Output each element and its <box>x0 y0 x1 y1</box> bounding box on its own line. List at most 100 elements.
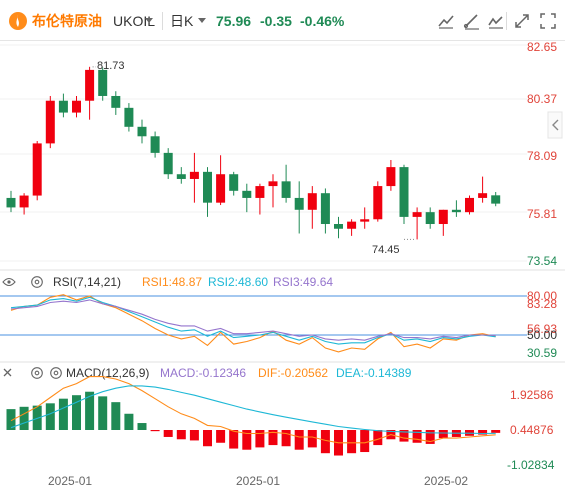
settings-icon[interactable] <box>32 277 43 288</box>
macd-bar <box>491 430 500 433</box>
macd-bar <box>164 430 173 437</box>
rsi-tick: 83.28 <box>527 297 557 311</box>
macd-bar <box>439 430 448 438</box>
macd-bar <box>203 430 212 446</box>
candle <box>400 165 409 224</box>
chart-toolbar: 布伦特原油 UKOIL 日K 75.96 -0.35 -0.46% <box>0 0 565 41</box>
candle <box>20 193 29 214</box>
candle <box>413 207 422 239</box>
candle <box>426 207 435 228</box>
macd-bar <box>177 430 186 439</box>
chart-area[interactable]: 81.73 74.45 82.65 80.37 78.09 75.81 73.5… <box>0 40 565 495</box>
drawing-icon[interactable] <box>462 11 482 31</box>
close-icon[interactable] <box>4 369 11 376</box>
rsi-header: RSI(7,14,21) RSI1:48.87 RSI2:48.60 RSI3:… <box>3 275 333 289</box>
fullscreen-icon[interactable] <box>538 11 558 31</box>
candle <box>216 155 225 205</box>
candle <box>386 160 395 191</box>
candle <box>321 188 330 233</box>
rsi-axis: 80.00 83.28 56.93 50.00 30.59 <box>527 289 557 360</box>
macd-bar <box>151 430 160 431</box>
candle <box>7 191 16 212</box>
candle <box>98 68 107 101</box>
candle <box>347 219 356 236</box>
macd-tick: 1.92586 <box>510 388 554 402</box>
candle <box>33 141 42 200</box>
candle <box>255 184 264 215</box>
price-axis: 82.65 80.37 78.09 75.81 73.54 <box>527 40 557 268</box>
macd-bar <box>282 430 291 446</box>
macd-bar <box>229 430 238 449</box>
candle <box>269 174 278 207</box>
time-tick: 2025-02 <box>424 474 468 488</box>
rsi-tick: 50.00 <box>527 328 557 342</box>
candle <box>360 207 369 228</box>
candle <box>229 172 238 196</box>
rsi-tick: 30.59 <box>527 346 557 360</box>
indicator-icon[interactable] <box>436 11 456 31</box>
candle <box>282 165 291 203</box>
macd-axis: 1.92586 0.44876 -1.02834 <box>507 388 555 472</box>
instrument-name[interactable]: 布伦特原油 <box>32 11 102 31</box>
candle <box>190 153 199 203</box>
timeframe-dropdown-icon[interactable] <box>198 18 206 24</box>
brand-icon <box>8 11 28 31</box>
macd-bar <box>295 430 304 450</box>
time-axis: 2025-01 2025-01 2025-02 <box>48 474 468 488</box>
collapse-panel-button[interactable] <box>548 112 562 138</box>
macd-bar <box>321 430 330 453</box>
macd-bar <box>190 430 199 440</box>
min-price-label: 74.45 <box>372 244 400 256</box>
settings-icon[interactable] <box>32 368 43 379</box>
time-tick: 2025-01 <box>236 474 280 488</box>
compare-icon[interactable] <box>486 11 506 31</box>
macd-bar <box>255 430 264 447</box>
eye-icon[interactable] <box>3 279 15 286</box>
macd-header: MACD(12,26,9) MACD:-0.12346 DIF:-0.20562… <box>4 366 412 380</box>
candle <box>491 192 500 206</box>
macd-bar <box>59 399 68 430</box>
macd-bar <box>347 430 356 453</box>
rsi-series <box>11 295 496 352</box>
candle <box>465 196 474 215</box>
candle <box>111 91 120 115</box>
candle <box>308 186 317 229</box>
candle <box>373 181 382 221</box>
price-tick: 75.81 <box>527 207 557 221</box>
price-tick: 73.54 <box>527 254 557 268</box>
toolbar-divider <box>162 12 163 30</box>
settings-icon[interactable] <box>51 368 62 379</box>
dropdown-icon[interactable] <box>145 18 153 24</box>
last-price: 75.96 <box>216 11 251 31</box>
dif-value: DIF:-0.20562 <box>258 366 328 380</box>
rsi-line-rsi1 <box>11 295 496 352</box>
dea-line <box>11 386 496 434</box>
price-change: -0.35 <box>260 11 292 31</box>
macd-tick: 0.44876 <box>510 423 554 437</box>
candle <box>46 96 55 148</box>
price-tick: 82.65 <box>527 40 557 54</box>
macd-value: MACD:-0.12346 <box>160 366 246 380</box>
max-price-label: 81.73 <box>97 60 125 72</box>
macd-bar <box>20 407 29 430</box>
expand-icon[interactable] <box>512 11 532 31</box>
rsi2-value: RSI2:48.60 <box>208 275 268 289</box>
candle <box>242 184 251 212</box>
candle <box>203 167 212 217</box>
candle <box>295 181 304 233</box>
rsi1-value: RSI1:48.87 <box>142 275 202 289</box>
macd-bar <box>98 396 107 430</box>
candle <box>85 67 94 120</box>
price-tick: 78.09 <box>527 149 557 163</box>
timeframe-selector[interactable]: 日K <box>170 11 193 31</box>
candle <box>138 120 147 144</box>
price-change-percent: -0.46% <box>300 11 344 31</box>
candle <box>439 210 448 236</box>
macd-bar <box>46 403 55 430</box>
macd-bar <box>360 430 369 452</box>
candle <box>59 94 68 118</box>
time-tick: 2025-01 <box>48 474 92 488</box>
macd-bar <box>124 414 133 430</box>
macd-bar <box>308 430 317 447</box>
candle <box>334 217 343 238</box>
